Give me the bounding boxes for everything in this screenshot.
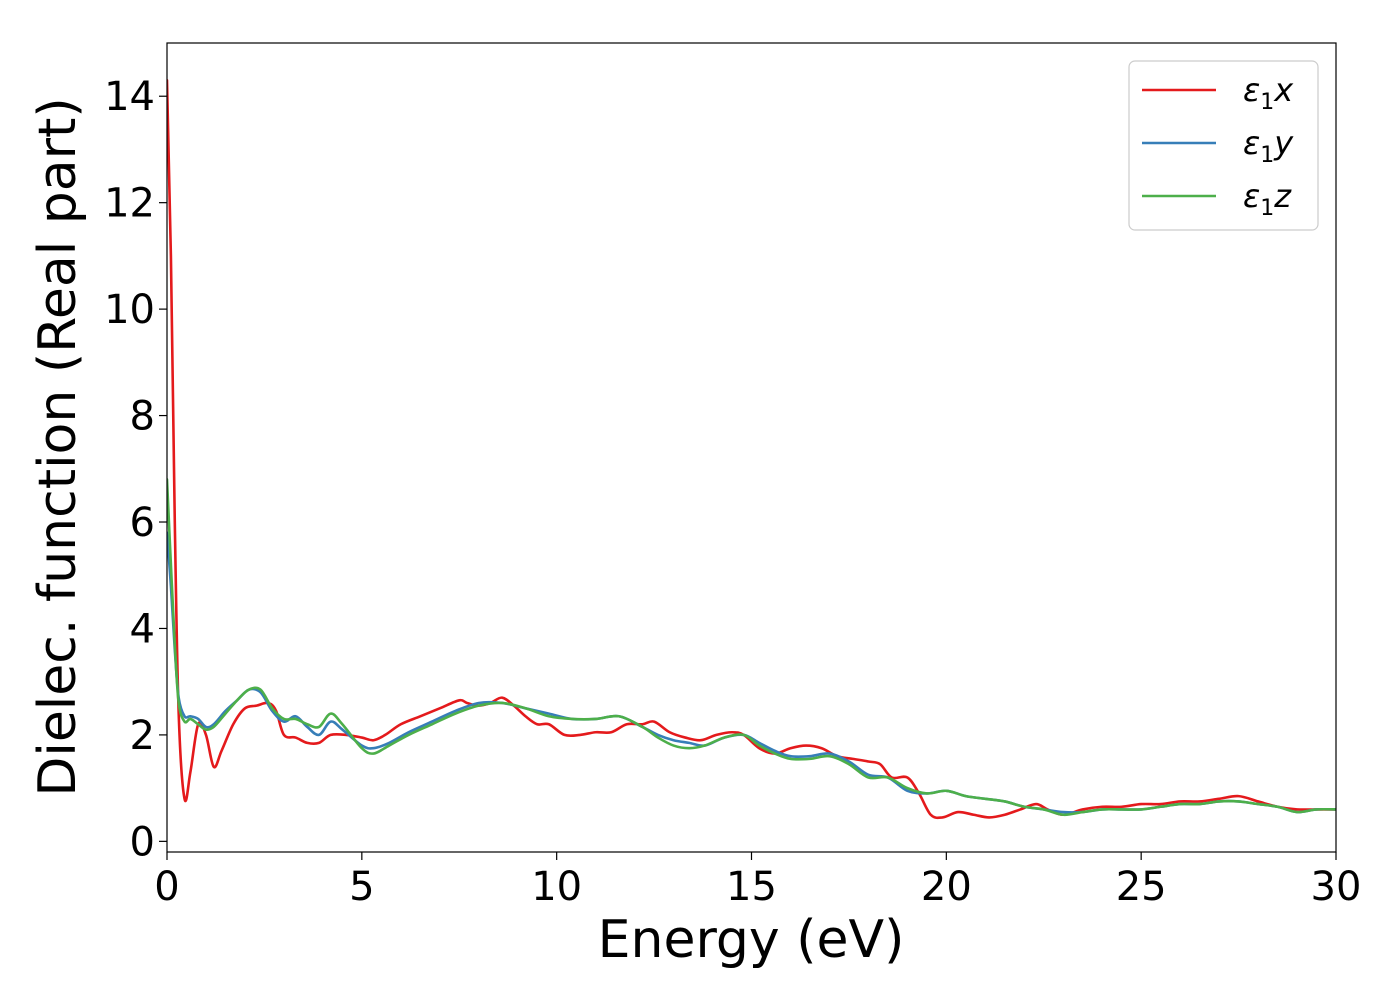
y-axis: 0 2 4 6 8 10 12 14 <box>104 74 167 865</box>
x-tick-label: 5 <box>349 864 374 910</box>
series-layer <box>167 78 1336 820</box>
y-tick-label: 2 <box>130 713 155 759</box>
x-tick-label: 10 <box>531 864 582 910</box>
y-tick-label: 6 <box>130 500 155 546</box>
legend-label-y: ε1y <box>1243 124 1294 168</box>
legend-label-x: ε1x <box>1243 71 1294 115</box>
y-tick-label: 0 <box>130 819 155 865</box>
x-tick-label: 25 <box>1116 864 1167 910</box>
y-tick-label: 12 <box>104 181 155 227</box>
y-tick-label: 10 <box>104 287 155 333</box>
x-axis-label: Energy (eV) <box>598 910 905 970</box>
x-tick-label: 15 <box>726 864 777 910</box>
x-tick-label: 20 <box>921 864 972 910</box>
y-tick-label: 14 <box>104 74 155 120</box>
x-tick-label: 30 <box>1311 864 1362 910</box>
legend-label-z: ε1z <box>1243 177 1292 221</box>
x-axis: 0 5 10 15 20 25 30 <box>154 852 1361 910</box>
legend-box <box>1128 60 1319 231</box>
y-axis-label: Dielec. function (Real part) <box>28 97 88 796</box>
y-tick-label: 4 <box>130 606 155 652</box>
legend: ε1x ε1y ε1z <box>1128 60 1319 231</box>
series-line-z <box>167 478 1336 817</box>
x-tick-label: 0 <box>154 864 179 910</box>
y-tick-label: 8 <box>130 394 155 440</box>
